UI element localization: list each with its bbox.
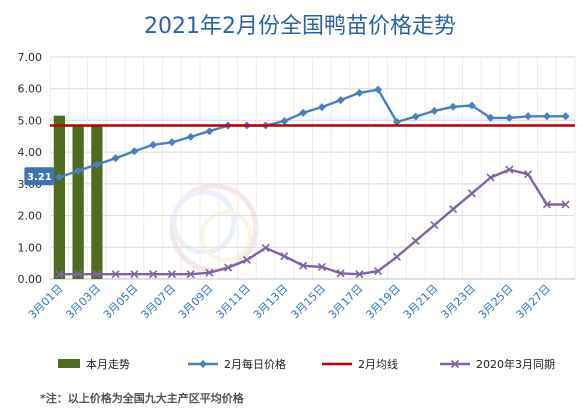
point-marker xyxy=(299,108,308,117)
y-tick-label: 7.00 xyxy=(18,51,43,64)
series-line xyxy=(59,88,566,179)
point-marker xyxy=(130,270,139,279)
y-tick-label: 2.00 xyxy=(18,210,43,223)
legend-label: 2020年3月同期 xyxy=(476,357,555,371)
chart-title: 2021年2月份全国鸭苗价格走势 xyxy=(144,14,456,39)
point-marker xyxy=(111,154,120,163)
point-marker xyxy=(111,270,120,279)
x-tick-label: 3月17日 xyxy=(326,282,366,322)
bar xyxy=(91,125,103,279)
point-marker xyxy=(355,88,364,97)
point-marker xyxy=(186,132,195,141)
bar xyxy=(72,125,84,279)
point-marker xyxy=(524,170,533,179)
point-marker xyxy=(130,147,139,156)
y-tick-label: 1.00 xyxy=(18,241,43,254)
y-tick-label: 5.00 xyxy=(18,114,43,127)
callout: 3.21 xyxy=(24,167,55,186)
point-marker xyxy=(449,205,458,214)
point-marker xyxy=(467,189,476,198)
point-marker xyxy=(336,269,345,278)
point-marker xyxy=(186,270,195,279)
point-marker xyxy=(280,117,289,126)
legend-label: 2月每日价格 xyxy=(224,357,286,371)
legend: 本月走势 2月每日价格 2月均线 2020年3月同期 xyxy=(58,357,555,371)
point-marker xyxy=(149,270,158,279)
point-marker xyxy=(449,102,458,111)
point-marker xyxy=(374,267,383,276)
point-marker xyxy=(430,221,439,230)
footnote: *注：以上价格为全国九大主产区平均价格 xyxy=(40,391,245,405)
point-marker xyxy=(542,200,551,209)
bar xyxy=(53,115,65,280)
point-marker xyxy=(430,106,439,115)
point-marker xyxy=(505,113,514,122)
x-tick-label: 3月05日 xyxy=(101,282,141,322)
x-tick-label: 3月25日 xyxy=(476,282,516,322)
y-tick-label: 0.00 xyxy=(18,273,43,286)
point-marker xyxy=(205,127,214,136)
chart-grid xyxy=(49,56,576,280)
point-marker xyxy=(55,173,64,182)
x-tick-label: 3月03日 xyxy=(63,282,103,322)
point-marker xyxy=(467,101,476,110)
point-marker xyxy=(299,261,308,270)
point-marker xyxy=(317,262,326,272)
point-marker xyxy=(205,268,214,277)
legend-label: 2月均线 xyxy=(358,357,398,371)
point-marker xyxy=(74,270,83,279)
point-marker xyxy=(74,166,83,175)
point-marker xyxy=(242,255,251,265)
x-axis: 3月01日3月03日3月05日3月07日3月09日3月11日3月13日3月15日… xyxy=(26,278,575,322)
point-marker xyxy=(92,160,101,169)
callout-label: 3.21 xyxy=(27,172,52,183)
point-marker xyxy=(505,165,514,174)
point-marker xyxy=(392,252,401,261)
point-marker xyxy=(411,112,420,121)
x-tick-label: 3月11日 xyxy=(213,282,253,322)
legend-marker xyxy=(450,359,460,369)
x-tick-label: 3月13日 xyxy=(251,282,291,322)
line-series xyxy=(50,85,575,279)
x-tick-label: 3月01日 xyxy=(26,282,66,322)
point-marker xyxy=(167,138,176,147)
legend-marker xyxy=(199,360,207,368)
y-tick-label: 4.00 xyxy=(18,146,43,159)
series-line xyxy=(59,168,566,276)
x-tick-label: 3月27日 xyxy=(513,282,553,322)
x-tick-label: 3月09日 xyxy=(176,282,216,322)
point-marker xyxy=(55,270,64,279)
point-marker xyxy=(149,140,158,149)
legend-label: 本月走势 xyxy=(86,357,130,371)
point-marker xyxy=(224,263,233,272)
x-tick-label: 3月21日 xyxy=(401,282,441,322)
x-tick-label: 3月19日 xyxy=(363,282,403,322)
point-marker xyxy=(317,103,326,112)
callout-box xyxy=(24,167,55,186)
x-tick-label: 3月15日 xyxy=(288,282,328,322)
point-marker xyxy=(261,243,270,252)
point-marker xyxy=(280,252,289,261)
point-marker xyxy=(411,236,420,246)
point-marker xyxy=(167,270,176,279)
point-marker xyxy=(561,112,570,121)
point-marker xyxy=(392,118,401,127)
point-marker xyxy=(542,112,551,121)
point-marker xyxy=(374,85,383,94)
x-tick-label: 3月07日 xyxy=(138,282,178,322)
y-tick-label: 6.00 xyxy=(18,83,43,96)
point-marker xyxy=(355,270,364,279)
point-marker xyxy=(336,96,345,105)
legend-swatch xyxy=(58,359,80,368)
point-marker xyxy=(486,113,495,122)
point-marker xyxy=(92,270,101,279)
bar-series xyxy=(53,115,103,280)
point-marker xyxy=(524,112,533,121)
x-tick-label: 3月23日 xyxy=(438,282,478,322)
point-marker xyxy=(486,173,495,182)
point-marker xyxy=(561,200,570,209)
